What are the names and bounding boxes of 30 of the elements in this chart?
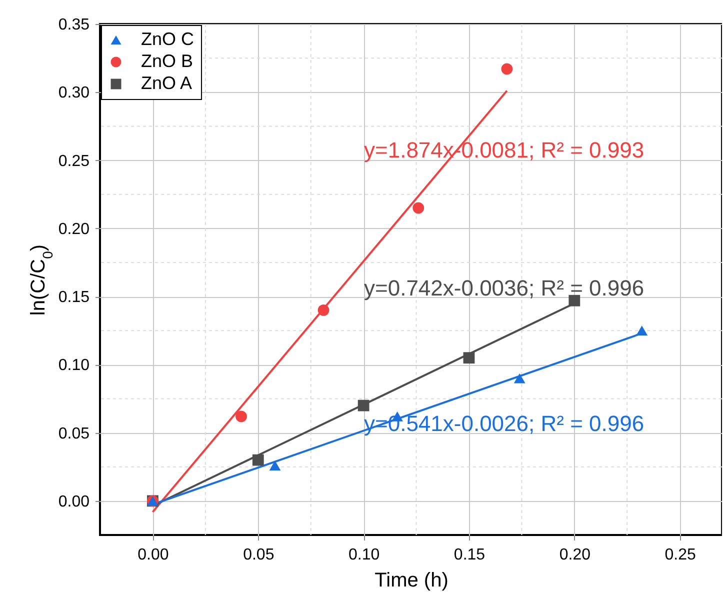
x-tick-label: 0.25 [664,546,696,564]
point [463,352,475,364]
x-tick-label: 0.15 [454,546,486,564]
point [236,410,247,422]
y-tick-label: 0.30 [58,84,90,102]
y-tick-label: 0.20 [58,220,90,238]
x-tick-label: 0.05 [243,546,274,564]
x-tick-label: 0.20 [559,546,591,564]
point [636,326,648,336]
y-tick-label: 0.35 [58,16,90,34]
x-tick-label: 0.10 [348,546,380,564]
point [514,373,526,384]
legend-label: ZnO A [141,73,192,93]
y-tick-label: 0.25 [58,152,90,170]
legend-label: ZnO B [141,51,194,71]
legend-label: ZnO C [141,29,194,49]
y-tick-label: 0.05 [58,425,90,442]
x-tick-label: 0.00 [138,546,169,564]
y-tick-label: 0.15 [58,289,90,306]
y-tick-label: 0.00 [58,493,90,510]
y-tick-label: 0.10 [58,357,90,374]
point [252,454,264,466]
x-axis-title: Time (h) [374,570,448,592]
point [501,63,513,75]
point [269,460,281,470]
point [412,202,424,214]
point [568,294,580,306]
annotation: y=0.742x-0.0036; R² = 0.996 [364,276,644,301]
point [358,400,370,412]
point [318,304,330,316]
